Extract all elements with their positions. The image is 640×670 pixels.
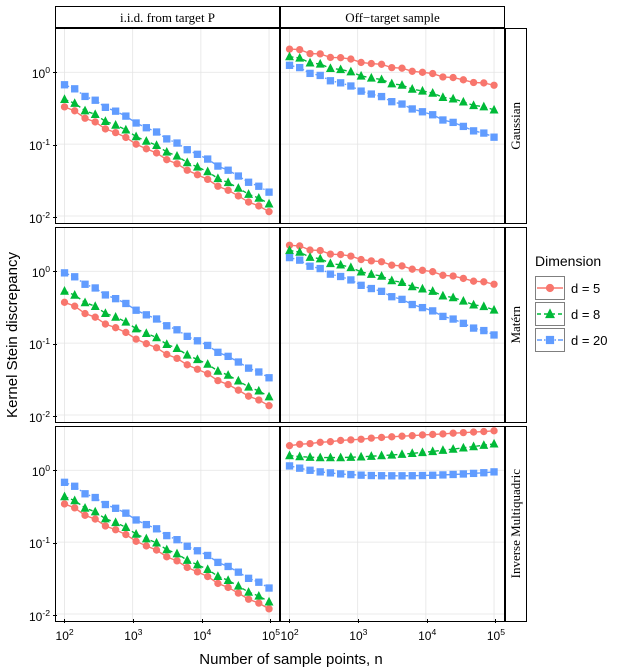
col-strip: i.i.d. from target P xyxy=(55,6,280,28)
legend-label: d = 5 xyxy=(571,281,600,296)
panel: 10-210-1100 xyxy=(55,28,280,224)
row-strip: Matérn xyxy=(505,227,527,423)
legend-item: d = 20 xyxy=(535,327,635,353)
y-ticks: 10-210-1100 xyxy=(12,427,54,621)
panel xyxy=(280,28,505,224)
x-ticks: 102103104105 xyxy=(281,623,504,643)
legend-item: d = 5 xyxy=(535,275,635,301)
y-ticks: 10-210-1100 xyxy=(12,228,54,422)
panel: 10-210-1100102103104105 xyxy=(55,426,280,622)
panel: 102103104105 xyxy=(280,426,505,622)
legend-key xyxy=(535,302,565,326)
legend-title: Dimension xyxy=(535,253,635,269)
row-strip: Gaussian xyxy=(505,28,527,224)
legend-key xyxy=(535,276,565,300)
panel-grid: i.i.d. from target POff−target sampleGau… xyxy=(55,6,527,626)
legend: Dimension d = 5 d = 8 d = 20 xyxy=(535,253,635,353)
panel: 10-210-1100 xyxy=(55,227,280,423)
y-ticks: 10-210-1100 xyxy=(12,29,54,223)
legend-item: d = 8 xyxy=(535,301,635,327)
legend-label: d = 20 xyxy=(571,333,608,348)
legend-label: d = 8 xyxy=(571,307,600,322)
legend-key xyxy=(535,328,565,352)
figure: Kernel Stein discrepancy i.i.d. from tar… xyxy=(0,0,640,670)
col-strip: Off−target sample xyxy=(280,6,505,28)
row-strip: Inverse Multiquadric xyxy=(505,426,527,622)
x-ticks: 102103104105 xyxy=(56,623,279,643)
x-axis-label: Number of sample points, n xyxy=(55,651,527,668)
panel xyxy=(280,227,505,423)
